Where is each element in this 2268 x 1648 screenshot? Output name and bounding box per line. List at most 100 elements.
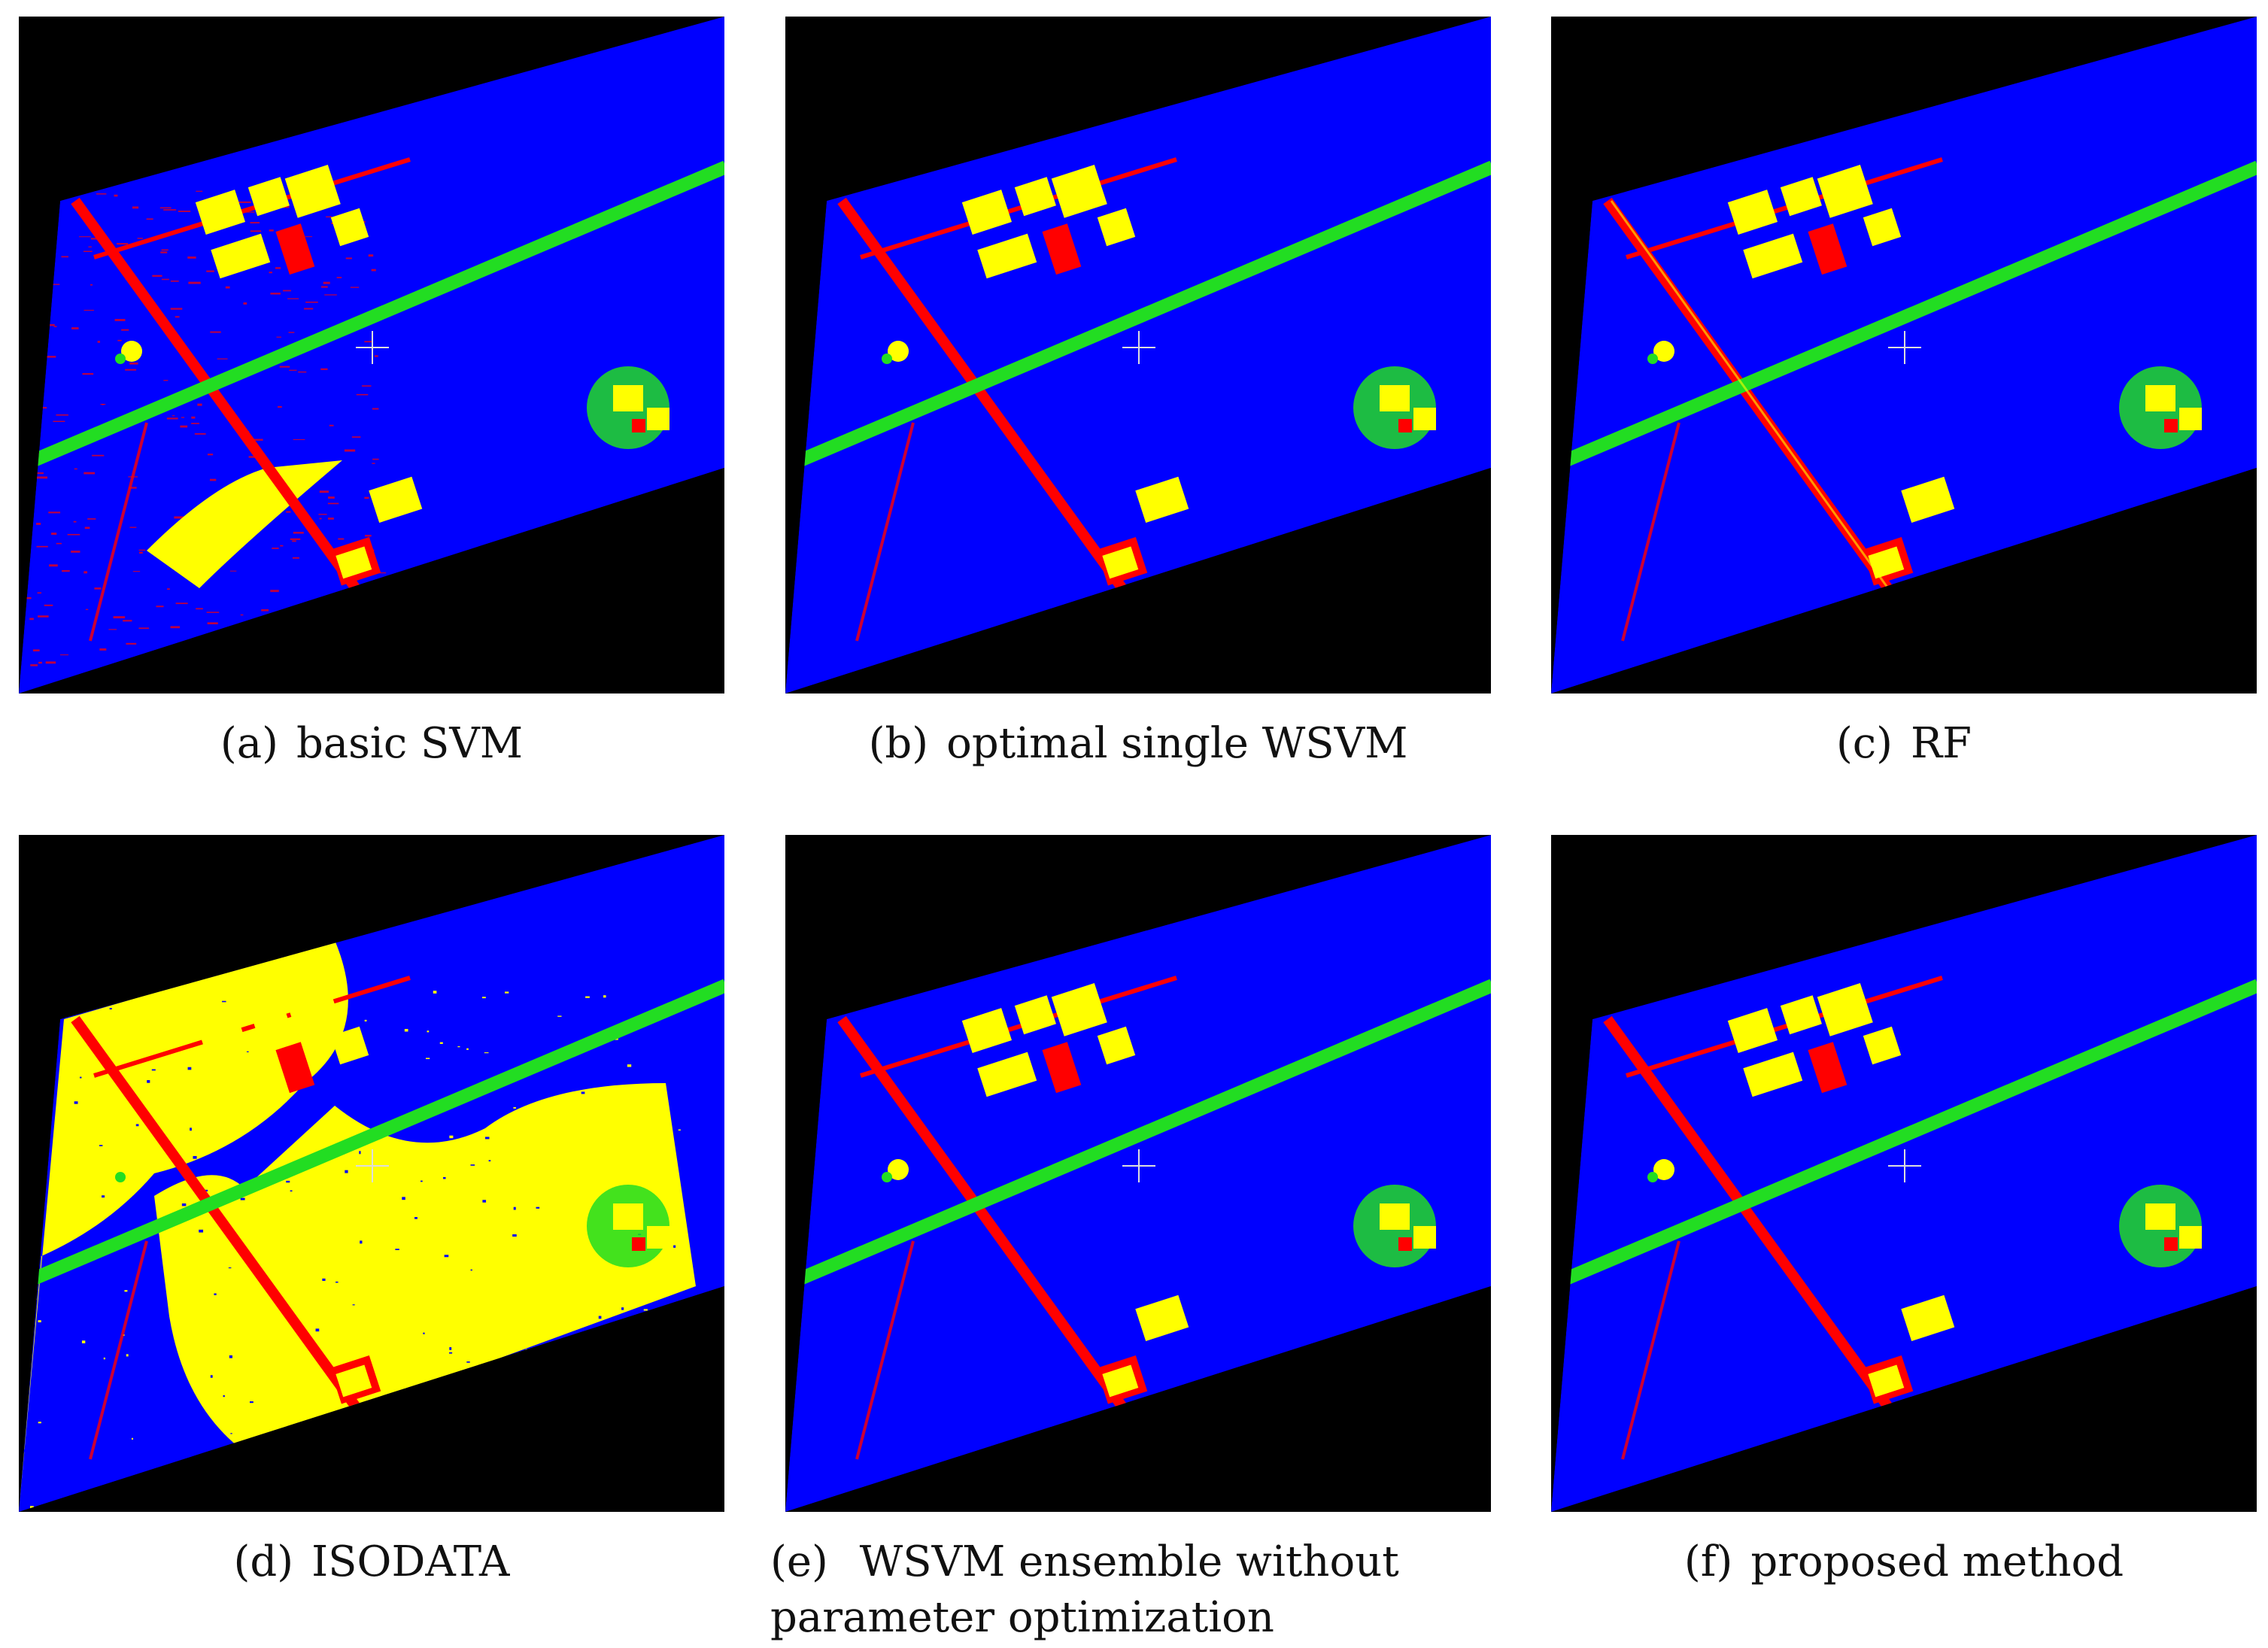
speckle xyxy=(457,1046,460,1048)
red-speckle xyxy=(272,548,279,549)
red-speckle xyxy=(210,331,221,333)
speckle xyxy=(536,1206,540,1209)
speckle xyxy=(290,1190,293,1192)
caption-e-line1: (e) WSVM ensemble without xyxy=(770,1534,1491,1590)
red-speckle xyxy=(126,642,137,645)
red-speckle xyxy=(188,281,201,284)
speckle xyxy=(598,1316,602,1319)
red-speckle xyxy=(283,290,291,292)
red-speckle xyxy=(197,403,202,406)
red-speckle xyxy=(305,301,318,303)
building xyxy=(195,1008,246,1053)
red-speckle xyxy=(362,385,372,387)
red-speckle xyxy=(229,570,237,572)
building xyxy=(247,177,290,217)
red-speckle xyxy=(286,511,291,513)
speckle xyxy=(643,1309,648,1311)
red-speckle xyxy=(49,564,58,567)
speckle xyxy=(514,1305,516,1307)
speckle xyxy=(240,1197,245,1200)
red-speckle xyxy=(38,615,49,618)
red-speckle xyxy=(225,286,230,289)
main-road xyxy=(1603,1015,1898,1418)
red-speckle xyxy=(146,218,153,220)
red-speckle xyxy=(336,277,342,278)
speckle xyxy=(124,1290,128,1292)
red-speckle xyxy=(368,254,374,257)
red-speckle xyxy=(167,588,170,590)
red-speckle xyxy=(129,362,138,365)
red-speckle xyxy=(56,414,68,416)
caption-f: (f) proposed method xyxy=(1551,1534,2257,1590)
building xyxy=(977,233,1037,279)
main-road xyxy=(837,1015,1132,1418)
speckle xyxy=(111,1288,115,1290)
panel-b xyxy=(785,17,1491,693)
caption-text-e-line2: parameter optimization xyxy=(770,1593,1274,1642)
building xyxy=(1863,208,1902,247)
red-speckle xyxy=(243,302,247,305)
tree-line xyxy=(31,979,724,1285)
tree-line xyxy=(1563,979,2257,1285)
speckle xyxy=(484,1052,489,1054)
speckle xyxy=(407,1377,410,1379)
main-road xyxy=(71,197,366,599)
speckle xyxy=(648,1293,653,1295)
speckle xyxy=(402,1386,407,1389)
speckle xyxy=(278,1364,283,1367)
speckle xyxy=(449,1135,454,1139)
red-speckle xyxy=(293,532,304,534)
road-edge-yellow xyxy=(1610,200,1895,596)
red-speckle xyxy=(139,551,143,554)
red-speckle xyxy=(351,436,361,438)
speckle xyxy=(355,1133,357,1136)
speckle xyxy=(126,1354,129,1357)
speckle xyxy=(360,1240,363,1244)
building xyxy=(195,190,246,235)
red-building xyxy=(632,419,645,432)
red-speckle xyxy=(129,487,137,489)
speckle xyxy=(172,1024,175,1027)
red-speckle xyxy=(44,604,53,606)
building xyxy=(1901,1294,1955,1342)
speckle xyxy=(282,1158,286,1161)
red-speckle xyxy=(83,309,94,311)
red-speckle xyxy=(74,468,77,470)
red-speckle xyxy=(329,424,334,426)
red-speckle xyxy=(217,358,228,360)
speckle xyxy=(449,1347,452,1350)
building xyxy=(211,1052,271,1097)
small-tree xyxy=(115,1172,126,1182)
caption-label-b: (b) xyxy=(868,719,929,768)
red-roof-building xyxy=(1808,1042,1847,1094)
speckle xyxy=(525,1343,530,1346)
speckle xyxy=(286,1180,290,1183)
caption-label-a: (a) xyxy=(220,719,278,768)
building xyxy=(977,1052,1037,1097)
red-speckle xyxy=(62,569,70,572)
red-speckle xyxy=(345,257,352,259)
red-speckle xyxy=(163,209,177,211)
main-road xyxy=(837,197,1132,599)
building xyxy=(2179,1226,2202,1249)
red-speckle xyxy=(207,622,218,625)
red-speckle xyxy=(172,415,175,417)
red-speckle xyxy=(180,425,188,428)
red-speckle xyxy=(292,557,299,559)
caption-text-b: optimal single WSVM xyxy=(946,719,1408,768)
classification-map-e xyxy=(785,835,1491,1512)
caption-a: (a) basic SVM xyxy=(19,716,724,772)
speckle xyxy=(191,988,196,991)
red-building xyxy=(2164,1237,2178,1251)
building xyxy=(1817,164,1873,218)
speckle xyxy=(330,1288,335,1291)
red-speckle xyxy=(324,294,337,296)
speckle xyxy=(276,1084,280,1087)
speckle xyxy=(38,1422,41,1424)
speckle xyxy=(81,1340,86,1343)
speckle xyxy=(38,1320,41,1323)
red-speckle xyxy=(30,664,38,666)
speckle xyxy=(99,1145,103,1146)
speckle xyxy=(181,1203,187,1206)
red-speckle xyxy=(160,251,168,253)
